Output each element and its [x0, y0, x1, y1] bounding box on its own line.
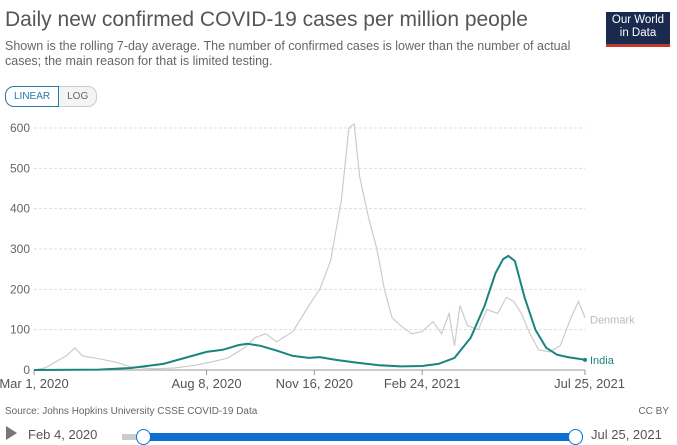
- license[interactable]: CC BY: [638, 406, 669, 417]
- owid-logo[interactable]: Our World in Data: [606, 12, 670, 47]
- y-tick-label: 300: [10, 242, 30, 256]
- line-chart: 0 100 200 300 400 500 600 Mar 1, 2020 Aug 8, 202…: [0, 121, 635, 391]
- timeline-start-handle[interactable]: [136, 429, 151, 445]
- x-tick-label: Feb 24, 2021: [384, 376, 461, 391]
- timeline-end-handle[interactable]: [568, 429, 583, 445]
- x-tick-label: Jul 25, 2021: [554, 376, 625, 391]
- scale-toggle: LINEAR LOG: [5, 86, 98, 107]
- timeline-start-date: Feb 4, 2020: [28, 427, 98, 442]
- y-tick-label: 200: [10, 282, 30, 296]
- y-tick-label: 0: [23, 363, 30, 377]
- timeline-end-date: Jul 25, 2021: [591, 427, 662, 442]
- y-tick-label: 100: [10, 323, 30, 337]
- timeline-range[interactable]: [143, 433, 576, 441]
- x-tick-label: Mar 1, 2020: [0, 376, 69, 391]
- series-end-dot: [583, 357, 587, 362]
- linear-button[interactable]: LINEAR: [5, 86, 60, 107]
- series-label-denmark: Denmark: [590, 315, 635, 327]
- x-tick-label: Nov 16, 2020: [276, 376, 353, 391]
- x-tick-label: Aug 8, 2020: [171, 376, 241, 391]
- y-tick-label: 400: [10, 202, 30, 216]
- y-tick-label: 500: [10, 161, 30, 175]
- source-note[interactable]: Source: Johns Hopkins University CSSE CO…: [5, 406, 258, 417]
- series-line-india: [33, 254, 586, 371]
- log-button[interactable]: LOG: [59, 86, 98, 107]
- chart-title: Daily new confirmed COVID-19 cases per m…: [5, 8, 528, 31]
- play-icon[interactable]: [6, 426, 17, 440]
- series-line-denmark: [33, 122, 586, 371]
- series-label-india: India: [590, 355, 615, 367]
- y-tick-label: 600: [10, 121, 30, 135]
- chart-subtitle: Shown is the rolling 7-day average. The …: [5, 39, 571, 68]
